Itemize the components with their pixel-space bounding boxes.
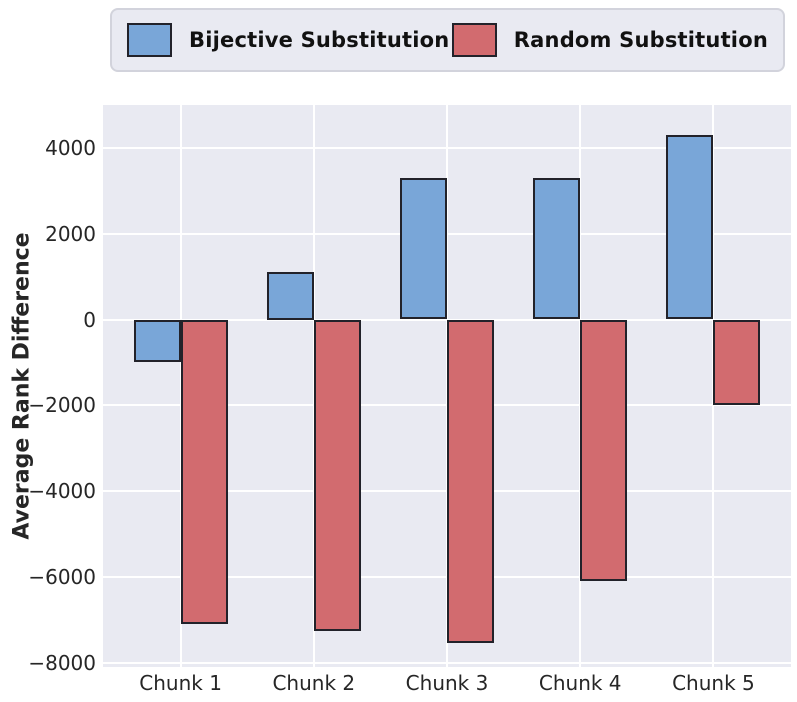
y-axis-tick-labels: 4000 2000 0 −2000 −4000 −6000 −8000 bbox=[0, 105, 96, 675]
y-tick-label: −8000 bbox=[28, 650, 96, 675]
bar-group bbox=[247, 105, 380, 667]
bar bbox=[533, 177, 581, 320]
bar bbox=[266, 272, 314, 320]
bar bbox=[180, 319, 228, 625]
y-tick-label: −2000 bbox=[28, 393, 96, 418]
bar bbox=[447, 319, 494, 644]
bar-groups bbox=[103, 105, 791, 667]
x-tick-label: Chunk 3 bbox=[405, 671, 489, 695]
y-tick-label: 4000 bbox=[45, 135, 96, 160]
red-square-swatch-icon bbox=[451, 23, 497, 57]
bar-group bbox=[380, 105, 513, 667]
legend-item-random: Random Substitution bbox=[451, 23, 768, 57]
y-tick-label: −6000 bbox=[28, 564, 96, 589]
bar-group bbox=[514, 105, 647, 667]
blue-square-swatch-icon bbox=[127, 23, 172, 57]
x-tick-label: Chunk 5 bbox=[672, 671, 755, 695]
bar bbox=[400, 177, 448, 320]
legend-label-random: Random Substitution bbox=[513, 28, 768, 52]
bar bbox=[313, 319, 361, 631]
y-tick-label: 2000 bbox=[45, 221, 96, 246]
x-tick-label: Chunk 1 bbox=[139, 671, 222, 695]
bar bbox=[580, 319, 628, 582]
plot-area bbox=[103, 105, 791, 667]
y-tick-label: −4000 bbox=[28, 479, 96, 504]
legend: Bijective Substitution Random Substituti… bbox=[110, 8, 785, 72]
bar-group bbox=[114, 105, 247, 667]
x-axis-tick-labels: Chunk 1 Chunk 2 Chunk 3 Chunk 4 Chunk 5 bbox=[103, 671, 791, 695]
bar bbox=[666, 135, 714, 320]
legend-label-bijective: Bijective Substitution bbox=[189, 28, 450, 52]
x-tick-label: Chunk 2 bbox=[272, 671, 356, 695]
x-tick-label: Chunk 4 bbox=[538, 671, 622, 695]
bar-group bbox=[647, 105, 780, 667]
bar bbox=[133, 319, 181, 363]
y-tick-label: 0 bbox=[83, 307, 96, 332]
bar bbox=[713, 319, 761, 406]
legend-item-bijective: Bijective Substitution bbox=[127, 23, 449, 57]
